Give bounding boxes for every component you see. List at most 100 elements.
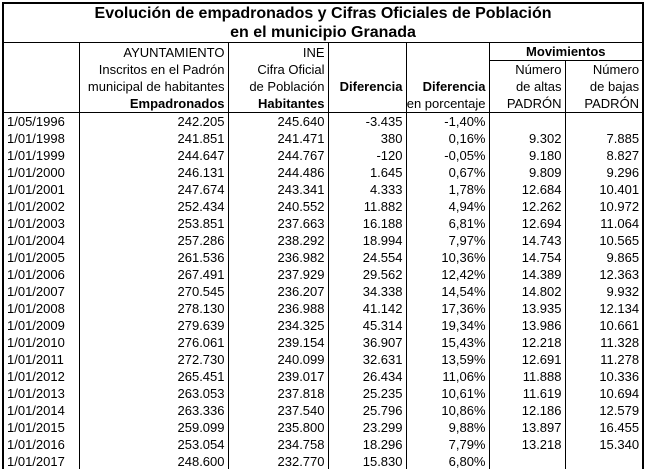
cell-empadronados: 253.851 [78, 215, 229, 232]
cell-diferencia: 380 [327, 130, 407, 147]
cell-empadronados: 247.674 [78, 181, 229, 198]
header-diferencia: Diferencia [327, 42, 407, 113]
header-ayuntamiento-label: AYUNTAMIENTO [123, 45, 225, 60]
cell-bajas: 7.885 [564, 130, 644, 147]
cell-date: 1/01/2014 [2, 402, 80, 419]
cell-bajas [564, 453, 644, 469]
cell-habitantes: 234.758 [227, 436, 329, 453]
cell-diferencia-pct: 19,34% [405, 317, 490, 334]
cell-date: 1/01/2006 [2, 266, 80, 283]
cell-date: 1/01/2000 [2, 164, 80, 181]
cell-diferencia-pct: 7,79% [405, 436, 490, 453]
cell-altas: 12.691 [488, 351, 566, 368]
cell-altas: 14.389 [488, 266, 566, 283]
table-row: 1/05/1996 242.205 245.640 -3.435 -1,40% [2, 112, 644, 130]
cell-bajas: 10.336 [564, 368, 644, 385]
header-row-top: AYUNTAMIENTO Inscritos en el Padrón muni… [2, 42, 644, 113]
cell-bajas: 9.865 [564, 249, 644, 266]
cell-empadronados: 259.099 [78, 419, 229, 436]
cell-date: 1/01/2015 [2, 419, 80, 436]
cell-date: 1/01/2002 [2, 198, 80, 215]
cell-diferencia: 34.338 [327, 283, 407, 300]
header-empadronados-label: Empadronados [129, 96, 225, 111]
cell-diferencia-pct: 15,43% [405, 334, 490, 351]
table-body: 1/05/1996 242.205 245.640 -3.435 -1,40% … [2, 112, 644, 469]
cell-diferencia: 16.188 [327, 215, 407, 232]
table-row: 1/01/2006 267.491 237.929 29.562 12,42% … [2, 266, 644, 283]
cell-bajas: 11.328 [564, 334, 644, 351]
header-de-poblacion-label: de Población [249, 79, 325, 94]
cell-bajas: 10.565 [564, 232, 644, 249]
header-de-altas-label: de altas [515, 79, 562, 94]
cell-diferencia: 36.907 [327, 334, 407, 351]
table-row: 1/01/1999 244.647 244.767 -120 -0,05% 9.… [2, 147, 644, 164]
header-diferencia-pct-label: Diferencia [422, 79, 486, 94]
cell-empadronados: 276.061 [78, 334, 229, 351]
cell-bajas: 10.401 [564, 181, 644, 198]
header-altas: Número de altas PADRÓN [488, 60, 566, 113]
table-row: 1/01/2016 253.054 234.758 18.296 7,79% 1… [2, 436, 644, 453]
header-empadronados: AYUNTAMIENTO Inscritos en el Padrón muni… [78, 42, 229, 113]
header-movimientos: Movimientos [488, 42, 644, 61]
cell-altas: 13.935 [488, 300, 566, 317]
cell-diferencia: 24.554 [327, 249, 407, 266]
header-bajas-numero-label: Número [592, 62, 640, 77]
cell-empadronados: 263.336 [78, 402, 229, 419]
cell-bajas: 12.134 [564, 300, 644, 317]
cell-diferencia-pct: 17,36% [405, 300, 490, 317]
cell-empadronados: 278.130 [78, 300, 229, 317]
cell-habitantes: 237.663 [227, 215, 329, 232]
cell-diferencia-pct: 9,88% [405, 419, 490, 436]
header-en-porcentaje-label: en porcentaje [406, 96, 486, 111]
cell-bajas: 10.661 [564, 317, 644, 334]
cell-diferencia: 25.235 [327, 385, 407, 402]
cell-bajas: 8.827 [564, 147, 644, 164]
cell-date: 1/01/2004 [2, 232, 80, 249]
cell-altas: 12.684 [488, 181, 566, 198]
cell-bajas: 12.579 [564, 402, 644, 419]
cell-diferencia-pct: 12,42% [405, 266, 490, 283]
header-altas-padron-label: PADRÓN [506, 96, 562, 111]
cell-diferencia: -120 [327, 147, 407, 164]
cell-habitantes: 240.552 [227, 198, 329, 215]
cell-diferencia: 11.882 [327, 198, 407, 215]
header-habitantes: INE Cifra Oficial de Población Habitante… [227, 42, 329, 113]
cell-diferencia-pct: 0,67% [405, 164, 490, 181]
cell-altas: 14.802 [488, 283, 566, 300]
cell-altas: 12.262 [488, 198, 566, 215]
cell-altas: 12.186 [488, 402, 566, 419]
cell-date: 1/01/2001 [2, 181, 80, 198]
cell-diferencia-pct: 10,36% [405, 249, 490, 266]
cell-date: 1/01/2007 [2, 283, 80, 300]
cell-diferencia-pct: 10,86% [405, 402, 490, 419]
cell-altas: 14.743 [488, 232, 566, 249]
table-row: 1/01/2008 278.130 236.988 41.142 17,36% … [2, 300, 644, 317]
cell-diferencia-pct: 13,59% [405, 351, 490, 368]
cell-altas: 9.180 [488, 147, 566, 164]
cell-date: 1/01/1999 [2, 147, 80, 164]
table-row: 1/01/2000 246.131 244.486 1.645 0,67% 9.… [2, 164, 644, 181]
cell-diferencia-pct: 10,61% [405, 385, 490, 402]
header-inscritos-label: Inscritos en el Padrón [98, 62, 225, 77]
cell-empadronados: 267.491 [78, 266, 229, 283]
cell-diferencia: 26.434 [327, 368, 407, 385]
table-title-line2: en el municipio Granada [230, 24, 416, 41]
cell-diferencia: 25.796 [327, 402, 407, 419]
cell-habitantes: 236.988 [227, 300, 329, 317]
cell-habitantes: 237.929 [227, 266, 329, 283]
table-row: 1/01/2004 257.286 238.292 18.994 7,97% 1… [2, 232, 644, 249]
cell-habitantes: 244.486 [227, 164, 329, 181]
cell-diferencia-pct: 4,94% [405, 198, 490, 215]
cell-diferencia-pct: 1,78% [405, 181, 490, 198]
cell-empadronados: 270.545 [78, 283, 229, 300]
cell-empadronados: 253.054 [78, 436, 229, 453]
cell-date: 1/01/2011 [2, 351, 80, 368]
table-row: 1/01/2001 247.674 243.341 4.333 1,78% 12… [2, 181, 644, 198]
cell-bajas: 9.296 [564, 164, 644, 181]
header-cifra-oficial-label: Cifra Oficial [257, 62, 325, 77]
cell-empadronados: 279.639 [78, 317, 229, 334]
cell-diferencia: 1.645 [327, 164, 407, 181]
table-title-line1: Evolución de empadronados y Cifras Ofici… [94, 5, 552, 22]
cell-diferencia: 29.562 [327, 266, 407, 283]
